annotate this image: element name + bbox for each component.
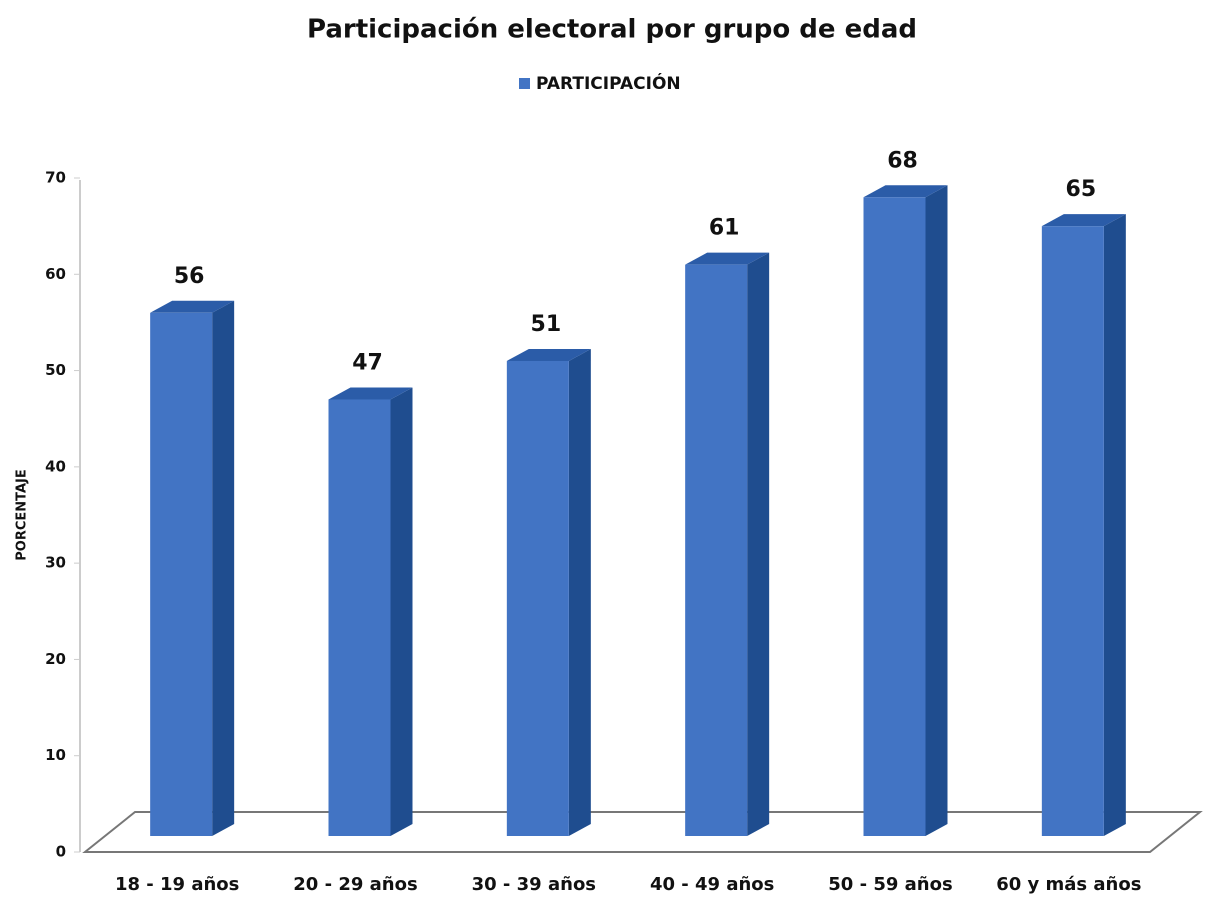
floor [82,811,1203,853]
bar-top [1041,214,1126,227]
bar [685,264,748,837]
y-tick-label: 20 [45,650,66,668]
bar-top [506,348,591,361]
bar-top [685,252,770,265]
bar-top [328,387,413,400]
value-label: 56 [174,264,205,289]
y-tick-label: 10 [45,746,66,764]
y-tick-label: 60 [45,265,66,283]
bar-side [212,300,235,836]
bar-top [863,185,948,198]
x-tick-label: 18 - 19 años [115,874,239,895]
legend-swatch [519,78,530,89]
bar [1041,226,1104,837]
chart-title: Participación electoral por grupo de eda… [307,15,917,45]
value-label: 68 [887,148,918,173]
bar [863,197,926,836]
y-axis-label: PORCENTAJE [15,469,30,561]
bar-side [747,252,770,836]
x-tick-label: 60 y más años [996,874,1141,895]
x-tick-label: 40 - 49 años [650,874,774,895]
bar-side [568,348,591,836]
bar-top [150,300,235,313]
bar-side [1103,214,1126,837]
value-label: 61 [709,216,740,241]
x-tick-label: 20 - 29 años [293,874,417,895]
bar [328,399,391,836]
bar-side [925,185,948,836]
value-label: 51 [531,312,562,337]
y-tick-label: 70 [45,169,66,187]
value-label: 65 [1066,177,1097,202]
y-tick-label: 30 [45,554,66,572]
bar [506,360,569,836]
x-tick-label: 50 - 59 años [828,874,952,895]
y-tick-label: 50 [45,361,66,379]
bar [150,312,213,836]
legend-label: PARTICIPACIÓN [536,72,681,94]
value-label: 47 [352,350,383,375]
y-tick-label: 0 [56,843,66,861]
y-tick-label: 40 [45,457,66,475]
bar-side [390,387,413,836]
x-tick-label: 30 - 39 años [472,874,596,895]
